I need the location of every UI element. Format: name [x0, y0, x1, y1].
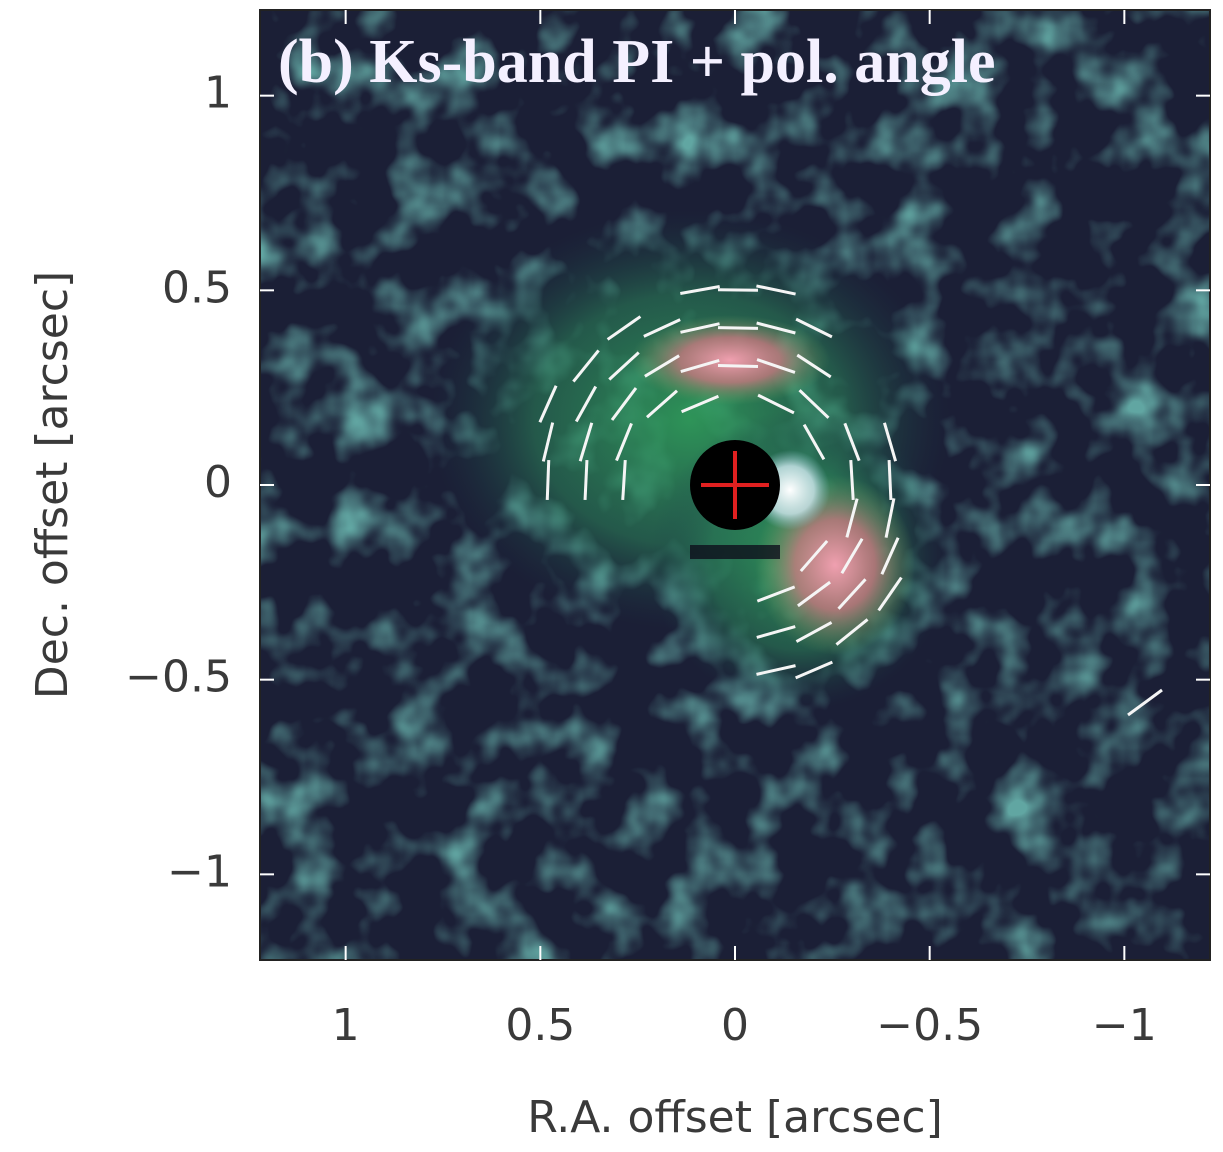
pol-vector: [797, 580, 831, 608]
x-tick-label: −0.5: [876, 1000, 983, 1051]
pol-vector: [835, 618, 869, 646]
pol-vector: [840, 538, 864, 574]
pol-vector: [717, 288, 759, 292]
pol-vector: [877, 576, 903, 612]
pol-vector: [574, 385, 598, 423]
polarization-vectors: [538, 284, 1163, 717]
pol-vector: [795, 317, 833, 339]
pol-vector: [802, 423, 826, 461]
pol-vector: [845, 498, 859, 538]
pol-vector: [756, 358, 796, 374]
x-tick-label: 1: [332, 1000, 360, 1051]
pol-vector: [882, 422, 898, 462]
pol-vector: [756, 284, 796, 296]
pol-vector: [541, 422, 555, 462]
pol-vector: [545, 459, 551, 501]
pol-vector: [644, 354, 680, 378]
pol-vector: [799, 539, 829, 573]
pol-vector: [680, 394, 720, 414]
pol-vector: [538, 385, 558, 423]
pol-vector: [849, 459, 855, 501]
pol-vector: [621, 459, 627, 501]
pol-vector: [606, 315, 642, 341]
pol-vector: [795, 660, 833, 680]
pol-vector: [880, 537, 900, 575]
pol-vector: [884, 498, 896, 538]
pol-vector: [615, 422, 633, 462]
y-tick-label: 0.5: [162, 262, 232, 313]
pol-vector: [837, 578, 867, 610]
pol-vector: [645, 389, 679, 419]
y-tick-label: −0.5: [125, 652, 232, 703]
pol-vector: [643, 318, 681, 338]
pol-vector: [680, 285, 720, 295]
pol-vector: [795, 621, 833, 643]
pol-vector: [887, 459, 893, 501]
pol-vector: [843, 422, 861, 462]
pol-vector: [610, 387, 638, 421]
x-tick-label: 0.5: [505, 1000, 575, 1051]
pol-vector: [578, 422, 594, 462]
y-axis-label: Dec. offset [arcsec]: [27, 271, 78, 699]
x-axis-label: R.A. offset [arcsec]: [527, 1092, 943, 1143]
pol-vector: [757, 393, 795, 415]
pol-vector: [1127, 688, 1163, 717]
x-tick-label: 0: [721, 1000, 749, 1051]
chart-title: (b) Ks-band PI + pol. angle: [278, 28, 995, 96]
pol-vector: [798, 389, 830, 419]
pol-vector: [717, 364, 759, 368]
pol-vector: [583, 459, 589, 501]
y-tick-label: 1: [204, 68, 232, 119]
pol-vector: [756, 664, 796, 676]
pol-vector: [756, 625, 796, 639]
y-tick-label: −1: [167, 846, 232, 897]
pol-vector: [572, 349, 600, 383]
pol-vector: [756, 585, 796, 603]
pol-vector: [680, 359, 720, 373]
y-tick-label: 0: [204, 457, 232, 508]
pol-vector: [796, 353, 832, 379]
pol-vector: [608, 351, 640, 381]
pol-vector: [756, 321, 796, 335]
x-tick-label: −1: [1092, 1000, 1157, 1051]
pol-vector: [717, 326, 759, 330]
pol-vector: [680, 322, 720, 334]
